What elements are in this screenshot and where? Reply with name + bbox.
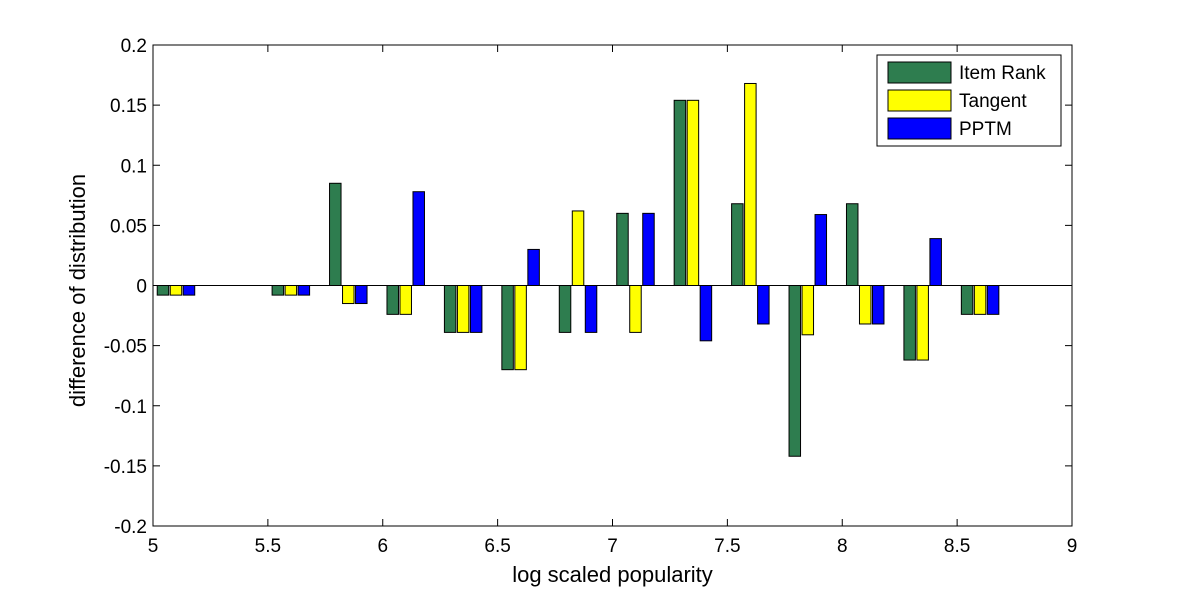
x-tick-label: 7.5 bbox=[714, 536, 740, 557]
bar-pptm bbox=[412, 191, 425, 286]
bar-item-rank bbox=[386, 285, 399, 315]
y-tick-label: -0.2 bbox=[114, 517, 147, 538]
y-tick-label: 0.1 bbox=[121, 156, 147, 177]
legend: Item Rank Tangent PPTM bbox=[876, 54, 1062, 147]
bar-tangent bbox=[169, 285, 183, 296]
legend-swatch bbox=[887, 61, 952, 84]
legend-label: PPTM bbox=[959, 119, 1012, 140]
bar-tangent bbox=[801, 285, 815, 336]
y-tick-label: 0.2 bbox=[121, 36, 147, 57]
bar-item-rank bbox=[558, 285, 572, 333]
bar-item-rank bbox=[673, 99, 687, 286]
bar-pptm bbox=[297, 285, 311, 296]
bar-tangent bbox=[686, 99, 700, 286]
y-tick-label: -0.1 bbox=[114, 397, 147, 418]
bar-pptm bbox=[699, 285, 713, 342]
legend-swatch bbox=[887, 89, 952, 112]
bar-item-rank bbox=[156, 285, 170, 296]
bar-item-rank bbox=[443, 285, 457, 333]
bar-tangent bbox=[858, 285, 872, 325]
y-axis: -0.2 -0.15 -0.1 -0.05 0 0.05 0.1 0.15 0.2 bbox=[104, 36, 1072, 538]
bar-pptm bbox=[929, 238, 942, 286]
x-tick-label: 9 bbox=[1067, 536, 1078, 557]
y-tick-label: 0 bbox=[136, 277, 147, 298]
x-tick-label: 6.5 bbox=[484, 536, 510, 557]
bar-item-rank bbox=[960, 285, 974, 315]
bar-tangent bbox=[629, 285, 642, 333]
legend-label: Item Rank bbox=[959, 63, 1046, 84]
bar-tangent bbox=[571, 210, 585, 287]
x-tick-label: 5 bbox=[148, 536, 159, 557]
bar-item-rank bbox=[903, 285, 916, 361]
bar-pptm bbox=[355, 285, 368, 305]
y-tick-label: -0.15 bbox=[104, 457, 147, 478]
x-axis-label: log scaled popularity bbox=[512, 562, 713, 587]
bar-item-rank bbox=[501, 285, 514, 371]
bar-tangent bbox=[399, 285, 412, 315]
x-tick-label: 7 bbox=[607, 536, 618, 557]
bar-pptm bbox=[182, 285, 196, 296]
y-tick-label: -0.05 bbox=[104, 337, 147, 358]
x-tick-label: 8.5 bbox=[944, 536, 970, 557]
bar-item-rank bbox=[616, 212, 629, 287]
bar-pptm bbox=[527, 248, 540, 287]
bar-pptm bbox=[986, 285, 1000, 315]
bar-item-rank bbox=[788, 285, 802, 457]
bar-item-rank bbox=[731, 203, 744, 286]
bar-pptm bbox=[814, 214, 828, 287]
x-tick-label: 8 bbox=[837, 536, 848, 557]
bar-tangent bbox=[342, 285, 355, 305]
bar-tangent bbox=[916, 285, 929, 361]
y-tick-label: 0.05 bbox=[110, 216, 147, 237]
bar-pptm bbox=[871, 285, 885, 325]
legend-swatch bbox=[887, 117, 952, 140]
y-axis-label: difference of distribution bbox=[65, 174, 90, 407]
bar-pptm bbox=[757, 285, 770, 325]
x-tick-label: 6 bbox=[377, 536, 388, 557]
bar-tangent bbox=[744, 82, 757, 287]
x-tick-label: 5.5 bbox=[255, 536, 281, 557]
bar-tangent bbox=[284, 285, 298, 296]
bar-item-rank bbox=[329, 182, 342, 287]
x-axis: 5 5.5 6 6.5 7 7.5 8 8.5 9 bbox=[148, 45, 1078, 557]
bar-pptm bbox=[642, 212, 655, 287]
bar-item-rank bbox=[845, 203, 859, 286]
y-tick-label: 0.15 bbox=[110, 96, 147, 117]
bar-tangent bbox=[456, 285, 470, 333]
bar-pptm bbox=[469, 285, 483, 333]
bar-item-rank bbox=[271, 285, 285, 296]
bars-layer bbox=[156, 82, 1000, 457]
bar-pptm bbox=[584, 285, 598, 333]
bar-tangent bbox=[973, 285, 987, 315]
bar-tangent bbox=[514, 285, 527, 371]
legend-label: Tangent bbox=[959, 91, 1027, 112]
